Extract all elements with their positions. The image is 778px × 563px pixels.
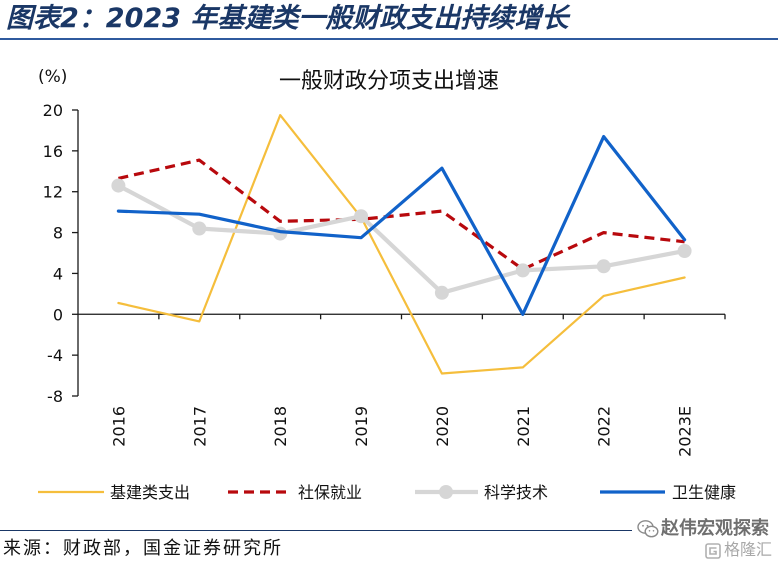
y-tick-label: 16 — [43, 142, 63, 161]
y-tick-label: 4 — [53, 264, 63, 283]
series-line — [116, 183, 687, 295]
gelonghui-logo-icon — [705, 543, 721, 559]
data-point — [677, 244, 692, 258]
x-tick-label: 2019 — [352, 406, 371, 447]
legend: 基建类支出 社保就业 科学技术 卫生健康 — [38, 483, 736, 502]
x-tick-label: 2023E — [676, 406, 695, 457]
legend-label: 社保就业 — [298, 483, 362, 502]
data-point — [354, 209, 369, 224]
legend-swatch-marker — [439, 485, 453, 499]
legend-item-science-technology: 科学技术 — [415, 483, 548, 502]
x-tick-label: 2022 — [595, 406, 614, 447]
data-point — [273, 226, 288, 241]
y-tick-label: -4 — [47, 346, 63, 365]
y-tick-label: -8 — [47, 387, 63, 406]
x-axis: 2016 2017 2018 2019 2020 2021 2022 2023E — [78, 313, 726, 457]
data-point — [434, 285, 449, 300]
x-tick-label: 2017 — [190, 406, 209, 447]
y-tick-label: 20 — [43, 101, 63, 120]
header-divider — [0, 38, 778, 40]
y-axis: 20 16 12 8 4 0 -4 -8 — [43, 101, 79, 406]
data-point — [596, 259, 611, 274]
watermark-text: 赵伟宏观探索 — [661, 518, 769, 539]
source-note: 来源：财政部，国金证券研究所 — [3, 538, 283, 559]
data-point — [111, 178, 126, 193]
watermark-logo-text: 格隆汇 — [724, 540, 773, 559]
series-2 — [118, 158, 685, 271]
legend-item-health: 卫生健康 — [600, 483, 736, 502]
legend-item-social-security: 社保就业 — [228, 483, 362, 502]
wechat-icon — [637, 520, 659, 538]
series-4 — [116, 135, 687, 316]
series-line — [116, 135, 687, 316]
x-tick-label: 2021 — [514, 406, 533, 447]
x-tick-label: 2016 — [109, 406, 128, 447]
legend-label: 卫生健康 — [672, 483, 736, 502]
chart-title: 一般财政分项支出增速 — [279, 69, 499, 94]
series-1 — [117, 113, 686, 375]
data-point — [192, 221, 207, 236]
y-tick-label: 12 — [43, 183, 63, 202]
plot-series — [111, 113, 692, 375]
y-tick-label: 0 — [53, 305, 63, 324]
series-3 — [111, 178, 692, 300]
series-line — [117, 113, 686, 375]
x-tick-label: 2020 — [433, 406, 452, 447]
y-tick-label: 8 — [53, 224, 63, 243]
footer-divider — [0, 530, 632, 531]
data-point — [515, 263, 530, 278]
x-tick-label: 2018 — [271, 406, 290, 447]
legend-item-infrastructure: 基建类支出 — [38, 483, 190, 502]
figure-heading: 图表2：2023 年基建类一般财政支出持续增长 — [6, 3, 569, 34]
series-line — [118, 158, 685, 271]
legend-label: 基建类支出 — [110, 483, 190, 502]
y-axis-unit-label: (%) — [38, 67, 67, 87]
legend-label: 科学技术 — [484, 483, 548, 502]
